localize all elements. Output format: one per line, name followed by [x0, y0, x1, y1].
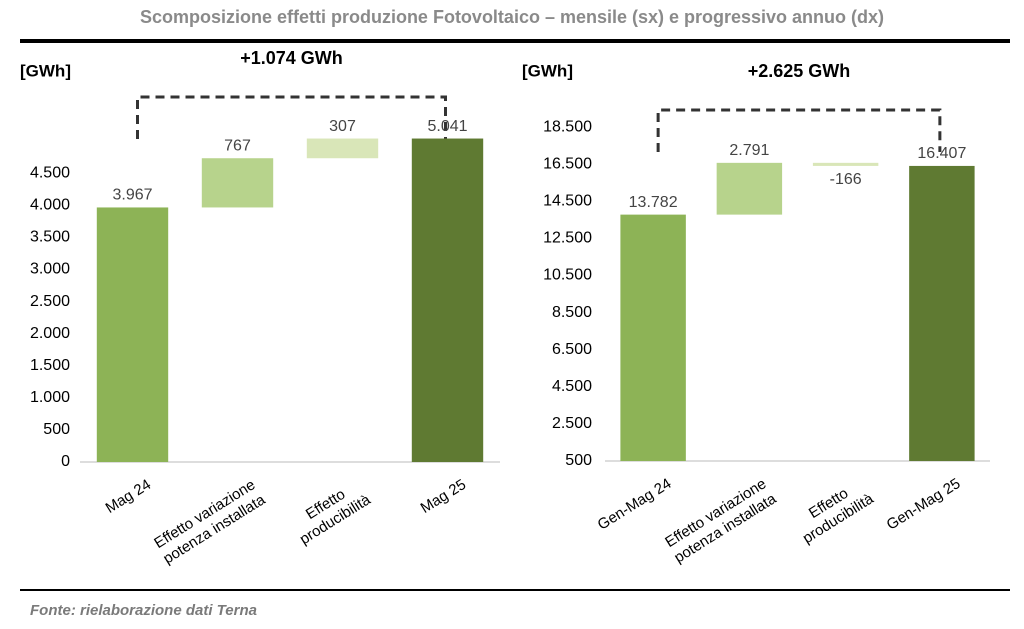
y-tick-label: 2.500 [30, 293, 70, 310]
bar [411, 138, 484, 462]
y-tick-label: 2.000 [30, 325, 70, 342]
annotation-bracket [656, 108, 942, 152]
y-axis-label: [GWh] [20, 61, 71, 80]
y-tick-label: 4.000 [30, 197, 70, 214]
y-tick-label: 3.500 [30, 229, 70, 246]
y-tick-label: 500 [43, 421, 70, 438]
y-tick-label: 18.500 [543, 118, 592, 135]
y-tick-label: 3.000 [30, 261, 70, 278]
y-tick-label: 12.500 [543, 230, 592, 247]
y-axis-label: [GWh] [522, 61, 573, 80]
y-tick-label: 4.500 [552, 378, 592, 395]
y-tick-label: 1.500 [30, 357, 70, 374]
y-tick-label: 10.500 [543, 267, 592, 284]
value-label: 307 [329, 118, 356, 135]
annotation: +2.625 GWh [748, 61, 851, 81]
value-label: 5.041 [427, 118, 467, 135]
value-label: 13.782 [629, 194, 678, 211]
value-label: 3.967 [112, 187, 152, 204]
y-tick-label: 0 [61, 453, 70, 470]
y-tick-label: 4.500 [30, 164, 70, 181]
y-tick-label: 1.000 [30, 389, 70, 406]
value-label: 16.407 [917, 145, 966, 162]
bar [909, 165, 975, 461]
annotation: +1.074 GWh [240, 48, 343, 68]
y-tick-label: 14.500 [543, 193, 592, 210]
bar [620, 214, 686, 461]
value-label: 2.791 [729, 142, 769, 159]
value-label: -166 [830, 171, 862, 188]
bar [96, 207, 169, 462]
y-tick-label: 8.500 [552, 304, 592, 321]
y-tick-label: 500 [565, 452, 592, 469]
y-tick-label: 2.500 [552, 415, 592, 432]
bar [201, 158, 274, 208]
value-label: 767 [224, 137, 251, 154]
annotation-bracket [136, 95, 447, 139]
y-tick-label: 16.500 [543, 155, 592, 172]
y-tick-label: 6.500 [552, 341, 592, 358]
bar [306, 138, 379, 159]
page-title: Scomposizione effetti produzione Fotovol… [140, 7, 884, 27]
bar [812, 162, 879, 166]
bar [716, 162, 783, 215]
source: Fonte: rielaborazione dati Terna [30, 602, 257, 619]
